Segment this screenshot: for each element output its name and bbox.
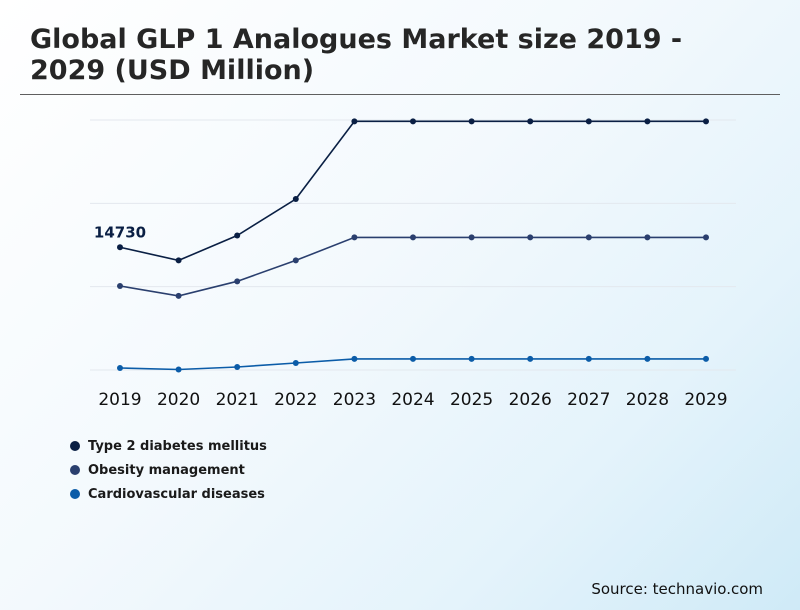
data-point [234, 232, 241, 239]
data-point [644, 234, 651, 241]
data-point [585, 234, 592, 241]
data-point [585, 355, 592, 362]
data-point [175, 292, 182, 299]
data-point [117, 365, 123, 371]
x-tick-label: 2025 [450, 390, 493, 410]
data-point [234, 364, 241, 370]
data-point [703, 234, 709, 241]
legend-marker [70, 465, 80, 475]
data-point [410, 118, 416, 125]
legend-label: Obesity management [88, 462, 245, 478]
data-point [527, 118, 534, 125]
data-point [351, 355, 358, 362]
data-point [527, 355, 534, 362]
data-point [175, 366, 182, 373]
data-point [468, 234, 475, 241]
x-tick-label: 2026 [509, 390, 552, 410]
data-point [585, 118, 592, 125]
data-point [410, 355, 416, 362]
data-point [351, 118, 358, 125]
data-point [644, 118, 651, 125]
data-point [468, 355, 475, 362]
data-point [527, 234, 534, 241]
chart-title: Global GLP 1 Analogues Market size 2019 … [30, 24, 683, 86]
data-point [644, 355, 651, 362]
legend-item: Cardiovascular diseases [70, 482, 267, 506]
data-point [292, 257, 299, 264]
legend-marker [70, 441, 80, 451]
data-point [292, 360, 299, 366]
data-point [234, 278, 241, 285]
legend-label: Cardiovascular diseases [88, 486, 265, 502]
x-tick-label: 2020 [157, 390, 200, 410]
data-point [703, 355, 709, 362]
data-label: 14730 [94, 223, 146, 241]
legend-item: Obesity management [70, 458, 267, 482]
x-tick-label: 2023 [333, 390, 376, 410]
data-point [117, 283, 123, 289]
x-tick-label: 2027 [567, 390, 610, 410]
chart-legend: Type 2 diabetes mellitus Obesity manageme… [70, 434, 267, 506]
source-credit: Source: technavio.com [591, 580, 763, 598]
x-tick-label: 2022 [274, 390, 317, 410]
data-point [117, 244, 123, 251]
x-tick-label: 2024 [391, 390, 434, 410]
data-point [410, 234, 416, 241]
data-point [292, 196, 299, 202]
legend-label: Type 2 diabetes mellitus [88, 438, 267, 454]
legend-marker [70, 489, 80, 499]
x-tick-label: 2028 [626, 390, 669, 410]
line-chart: 2019 2020 2021 2022 2023 2024 2025 2026 2027 2028… [90, 118, 736, 410]
x-tick-label: 2029 [684, 390, 727, 410]
data-point [351, 234, 358, 241]
title-divider [20, 94, 780, 95]
legend-item: Type 2 diabetes mellitus [70, 434, 267, 458]
x-tick-label: 2021 [216, 390, 259, 410]
data-point [468, 118, 475, 125]
x-tick-label: 2019 [98, 390, 141, 410]
data-point [175, 257, 182, 264]
data-point [703, 118, 709, 125]
